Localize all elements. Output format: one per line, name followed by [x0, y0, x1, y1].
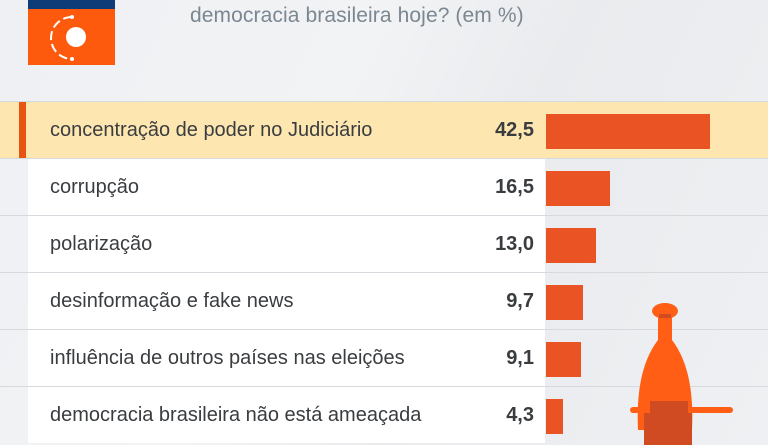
row-panel	[28, 159, 545, 215]
justice-statue-icon	[630, 303, 733, 445]
bar-row: polarização 13,0	[0, 215, 768, 272]
logo-blue-strip	[28, 0, 115, 9]
bar	[546, 114, 710, 149]
row-label: democracia brasileira não está ameaçada	[50, 404, 422, 426]
bar-row: desinformação e fake news 9,7	[0, 272, 768, 329]
bar-row: influência de outros países nas eleições…	[0, 329, 768, 386]
circles-orbit-logo-icon	[50, 15, 86, 61]
row-value: 9,7	[506, 290, 534, 312]
bar-row: concentração de poder no Judiciário 42,5	[0, 101, 768, 158]
bar	[546, 342, 582, 377]
bar	[546, 399, 563, 434]
row-panel	[28, 387, 545, 443]
row-label: polarização	[50, 233, 153, 255]
row-panel	[28, 273, 545, 329]
row-value: 4,3	[506, 404, 534, 426]
row-panel	[28, 102, 545, 158]
row-value: 42,5	[495, 119, 534, 141]
chart-subtitle: democracia brasileira hoje? (em %)	[190, 4, 524, 27]
bar-row: democracia brasileira não está ameaçada 4…	[0, 386, 768, 443]
logo	[28, 0, 115, 65]
row-value: 16,5	[495, 176, 534, 198]
bar	[546, 171, 610, 206]
row-label: concentração de poder no Judiciário	[50, 119, 373, 141]
bar	[546, 228, 597, 263]
row-value: 13,0	[495, 233, 534, 255]
bar	[546, 285, 584, 320]
row-label: corrupção	[50, 176, 139, 198]
row-label: desinformação e fake news	[50, 290, 294, 312]
row-panel	[28, 330, 545, 386]
row-value: 9,1	[506, 347, 534, 369]
highlight-accent	[19, 102, 26, 158]
row-label: influência de outros países nas eleições	[50, 347, 405, 369]
bar-row: corrupção 16,5	[0, 158, 768, 215]
bar-chart: concentração de poder no Judiciário 42,5 c…	[0, 101, 768, 443]
row-panel	[28, 216, 545, 272]
